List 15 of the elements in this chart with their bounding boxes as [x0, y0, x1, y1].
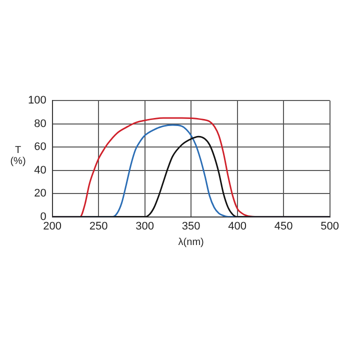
x-tick-label: 450 — [274, 220, 293, 232]
y-axis-title: T (%) — [10, 144, 26, 167]
x-tick-label: 300 — [136, 220, 154, 232]
y-tick-label: 60 — [34, 141, 46, 154]
y-tick-label: 80 — [34, 118, 46, 130]
x-tick-label: 200 — [43, 220, 62, 232]
x-tick-label: 500 — [320, 220, 340, 232]
y-tick-label: 40 — [34, 164, 46, 176]
y-tick-label: 0 — [40, 210, 46, 223]
x-axis-title: λ(nm) — [178, 236, 204, 248]
x-tick-label: 250 — [89, 220, 108, 232]
y-tick-label: 100 — [28, 94, 46, 107]
y-tick-label: 20 — [34, 188, 46, 200]
x-tick-label: 400 — [228, 220, 247, 232]
x-tick-label: 350 — [182, 220, 200, 232]
